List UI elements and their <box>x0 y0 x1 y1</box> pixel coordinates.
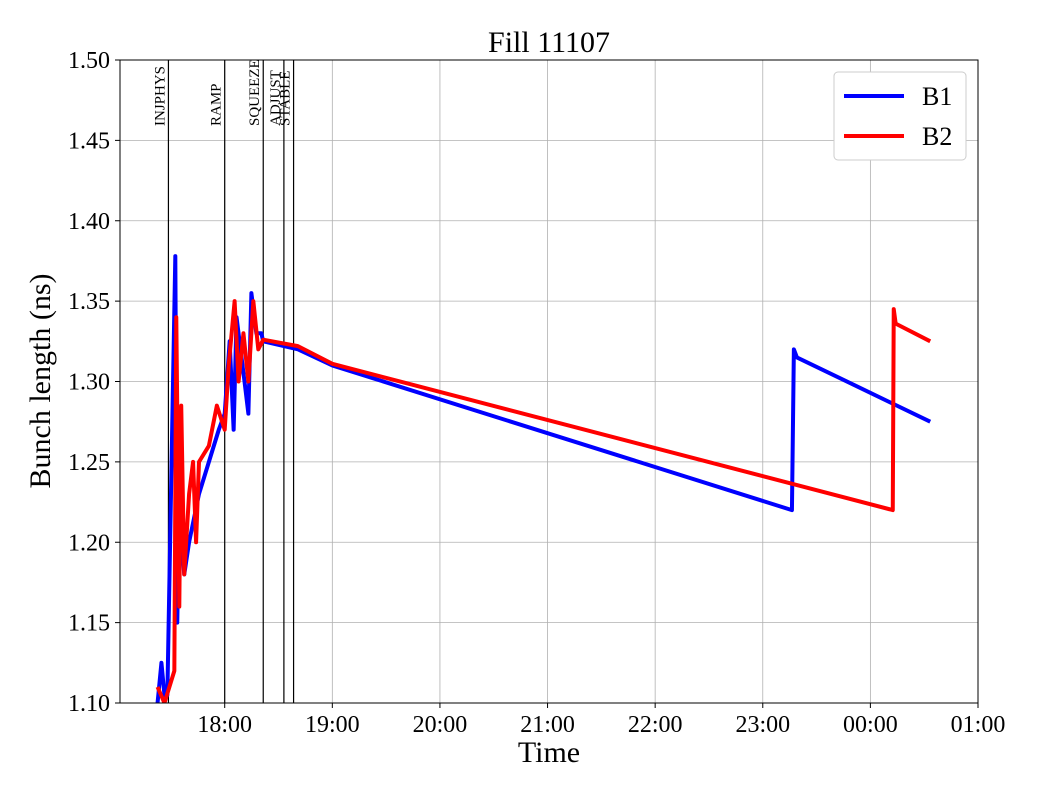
y-tick-label: 1.45 <box>68 128 110 154</box>
x-tick-label: 18:00 <box>197 712 252 738</box>
phase-label: STABLE <box>278 71 294 126</box>
phase-label: RAMP <box>209 83 225 126</box>
y-axis-label: Bunch length (ns) <box>24 274 57 489</box>
x-tick-label: 00:00 <box>843 712 898 738</box>
y-tick-label: 1.50 <box>68 48 110 74</box>
x-tick-label: 01:00 <box>951 712 1006 738</box>
y-tick-label: 1.35 <box>68 289 110 315</box>
x-tick-label: 20:00 <box>413 712 468 738</box>
y-tick-label: 1.15 <box>68 611 110 637</box>
x-tick-label: 19:00 <box>305 712 360 738</box>
x-tick-label: 23:00 <box>735 712 790 738</box>
phase-label: ADJUST <box>268 70 284 126</box>
legend-label: B1 <box>922 82 952 111</box>
y-tick-label: 1.30 <box>68 370 110 396</box>
plot-frame <box>119 59 979 704</box>
x-tick-label: 21:00 <box>520 712 575 738</box>
series-line <box>155 254 932 703</box>
x-tick-label: 22:00 <box>628 712 683 738</box>
y-tick-label: 1.10 <box>68 691 110 717</box>
legend-label: B2 <box>922 122 952 151</box>
chart-title: Fill 11107 <box>488 26 610 59</box>
y-tick-label: 1.20 <box>68 530 110 556</box>
y-tick-label: 1.40 <box>68 209 110 235</box>
series-line <box>155 299 932 703</box>
y-tick-label: 1.25 <box>68 450 110 476</box>
x-axis-label: Time <box>518 736 580 769</box>
phase-label: INJPHYS <box>152 66 168 126</box>
phase-label: SQUEEZE <box>247 59 263 126</box>
